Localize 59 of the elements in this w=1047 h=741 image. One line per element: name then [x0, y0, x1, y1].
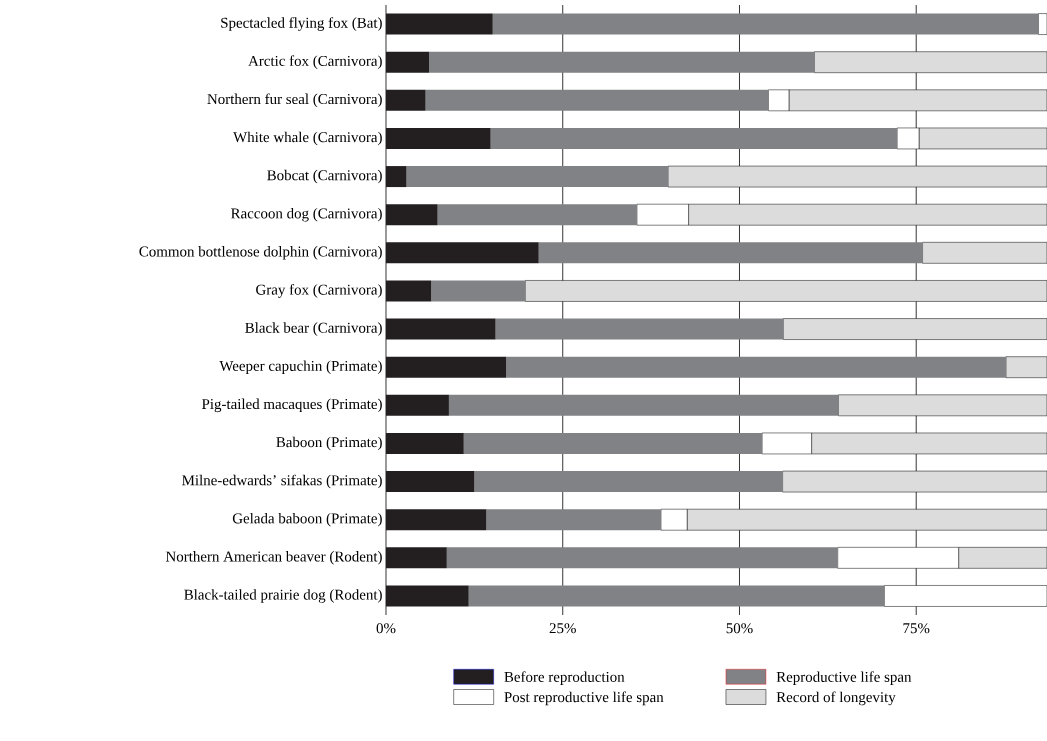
bar: [538, 242, 923, 264]
y-tick-label: Raccoon dog (Carnivora): [231, 207, 382, 222]
bar: [386, 13, 493, 35]
y-tick-label: Milne-edwards’ sifakas (Primate): [182, 474, 382, 489]
legend-label: Record of longevity: [776, 691, 896, 706]
bar: [431, 280, 526, 302]
y-tick-label: Bobcat (Carnivora): [267, 169, 382, 184]
bar: [490, 127, 898, 149]
bar: [448, 394, 839, 416]
legend-label: Before reproduction: [504, 671, 625, 685]
bar: [446, 547, 838, 569]
bar: [386, 547, 447, 569]
bar: [506, 356, 1006, 378]
y-tick-label: Common bottlenose dolphin (Carnivora): [139, 246, 382, 260]
bar: [386, 127, 491, 149]
bar: [474, 471, 783, 493]
bar: [386, 318, 496, 340]
bar: [1038, 13, 1047, 35]
bar: [463, 432, 763, 454]
y-tick-label: Gelada baboon (Primate): [232, 512, 382, 527]
bar: [386, 509, 487, 531]
y-tick-label: Spectacled flying fox (Bat): [221, 17, 382, 31]
bar: [386, 280, 432, 302]
y-tick-label: Northern American beaver (Rodent): [165, 551, 382, 565]
y-tick-label: Baboon (Primate): [276, 436, 382, 451]
y-tick-label: White whale (Carnivora): [233, 131, 382, 146]
bar: [386, 51, 430, 73]
bar: [386, 204, 438, 226]
bar: [386, 356, 507, 378]
bar: [495, 318, 784, 340]
bar: [386, 432, 464, 454]
x-tick-label: 50%: [726, 623, 753, 634]
y-tick-label: Weeper capuchin (Primate): [219, 360, 382, 374]
x-tick-label: 25%: [549, 623, 576, 634]
y-tick-label: Black bear (Carnivora): [245, 322, 382, 336]
legend-label: Post reproductive life span: [504, 691, 664, 706]
y-tick-label: Pig-tailed macaques (Primate): [201, 398, 382, 413]
bar: [425, 89, 769, 111]
bar: [437, 204, 637, 226]
bar: [386, 394, 449, 416]
bar: [386, 585, 469, 607]
bar: [492, 13, 1039, 35]
bar: [486, 509, 661, 531]
bar: [406, 166, 669, 188]
bar: [386, 242, 539, 264]
bar: [922, 242, 1047, 264]
bar: [468, 585, 885, 607]
bar: [386, 89, 426, 111]
bar: [429, 51, 815, 73]
x-tick-label: 0%: [376, 623, 396, 634]
y-tick-label: Arctic fox (Carnivora): [248, 55, 382, 69]
bar: [386, 471, 475, 493]
bar: [1005, 356, 1047, 378]
y-tick-label: Northern fur seal (Carnivora): [207, 93, 382, 108]
x-tick-label: 75%: [903, 623, 930, 634]
y-tick-label: Black-tailed prairie dog (Rodent): [184, 589, 382, 603]
bar: [386, 166, 407, 188]
legend-label: Reproductive life span: [776, 671, 912, 685]
y-tick-label: Gray fox (Carnivora): [256, 284, 382, 298]
